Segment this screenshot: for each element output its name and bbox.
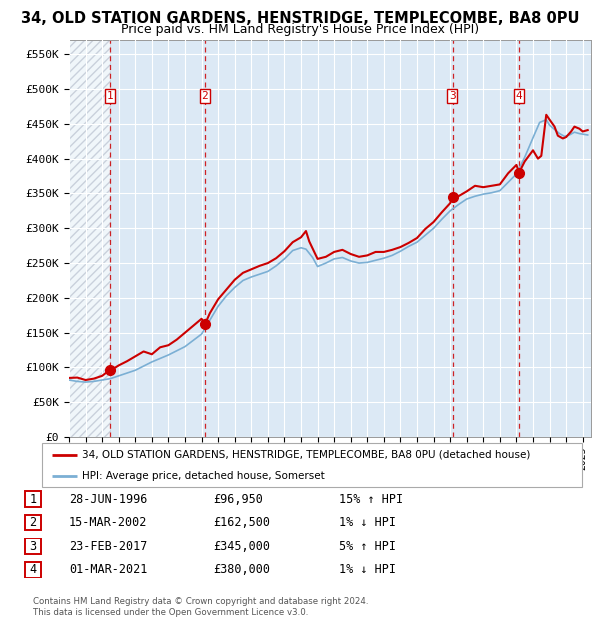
Text: 28-JUN-1996: 28-JUN-1996: [69, 493, 148, 505]
Text: 4: 4: [515, 91, 522, 101]
Text: 1: 1: [107, 91, 113, 101]
Text: 5% ↑ HPI: 5% ↑ HPI: [339, 540, 396, 552]
Text: 01-MAR-2021: 01-MAR-2021: [69, 564, 148, 576]
Text: 3: 3: [449, 91, 456, 101]
Bar: [69, 40, 110, 437]
Text: Contains HM Land Registry data © Crown copyright and database right 2024.
This d: Contains HM Land Registry data © Crown c…: [33, 598, 368, 617]
FancyBboxPatch shape: [25, 515, 41, 531]
Text: 1: 1: [29, 493, 37, 505]
Text: £380,000: £380,000: [213, 564, 270, 576]
FancyBboxPatch shape: [42, 443, 582, 487]
Text: Price paid vs. HM Land Registry's House Price Index (HPI): Price paid vs. HM Land Registry's House …: [121, 23, 479, 36]
FancyBboxPatch shape: [25, 562, 41, 578]
Text: 15% ↑ HPI: 15% ↑ HPI: [339, 493, 403, 505]
Text: 1% ↓ HPI: 1% ↓ HPI: [339, 516, 396, 529]
Text: 2: 2: [29, 516, 37, 529]
Text: £345,000: £345,000: [213, 540, 270, 552]
Text: 1% ↓ HPI: 1% ↓ HPI: [339, 564, 396, 576]
FancyBboxPatch shape: [25, 491, 41, 507]
Text: HPI: Average price, detached house, Somerset: HPI: Average price, detached house, Some…: [83, 471, 325, 481]
Text: 34, OLD STATION GARDENS, HENSTRIDGE, TEMPLECOMBE, BA8 0PU (detached house): 34, OLD STATION GARDENS, HENSTRIDGE, TEM…: [83, 450, 531, 459]
Text: 4: 4: [29, 564, 37, 576]
Text: £162,500: £162,500: [213, 516, 270, 529]
Text: 3: 3: [29, 540, 37, 552]
Text: 23-FEB-2017: 23-FEB-2017: [69, 540, 148, 552]
Text: 15-MAR-2002: 15-MAR-2002: [69, 516, 148, 529]
Text: 34, OLD STATION GARDENS, HENSTRIDGE, TEMPLECOMBE, BA8 0PU: 34, OLD STATION GARDENS, HENSTRIDGE, TEM…: [21, 11, 579, 26]
Text: 2: 2: [202, 91, 208, 101]
Text: £96,950: £96,950: [213, 493, 263, 505]
FancyBboxPatch shape: [25, 538, 41, 554]
